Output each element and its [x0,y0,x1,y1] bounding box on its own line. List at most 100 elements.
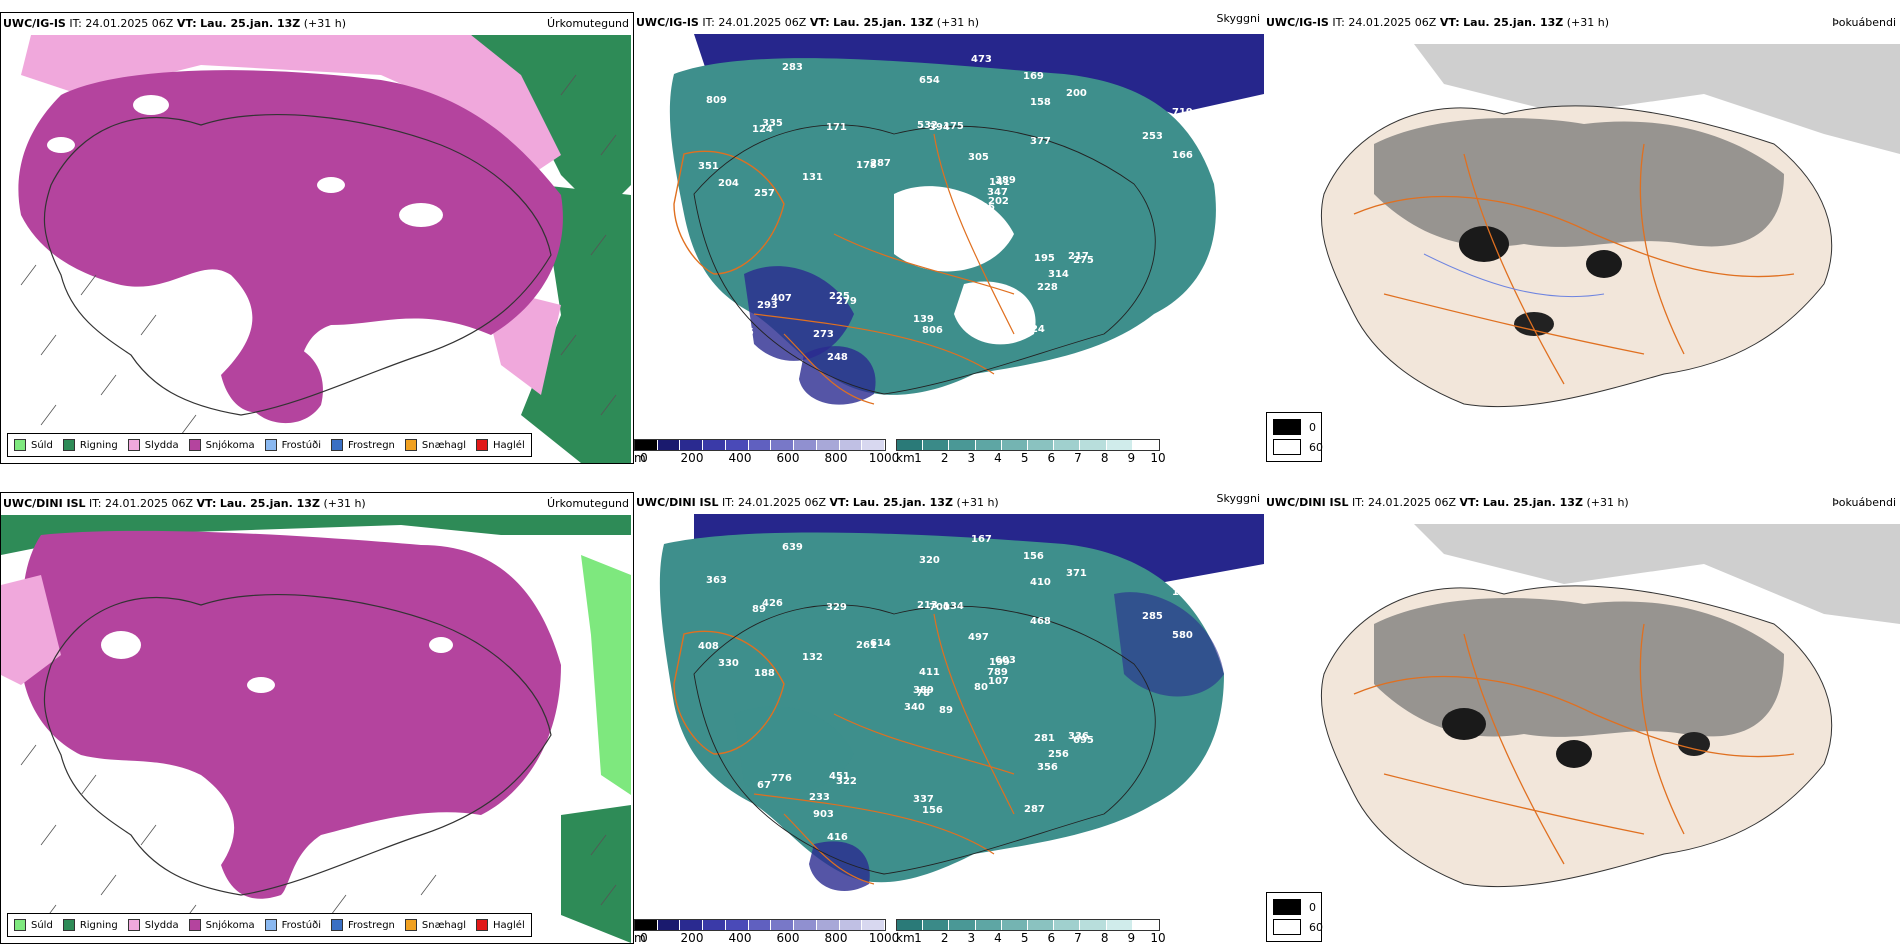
cloud-base-value-label: 426 [762,598,783,609]
cloud-base-value-label: 789 [987,667,1008,678]
scale-tick-label: 5 [1020,931,1029,942]
cloud-base-value-label: 580 [1172,630,1193,641]
cloud-base-value-label: 89 [939,705,953,716]
lead-time: (+31 h) [956,496,999,509]
scale-segment [680,440,704,450]
cloud-base-value-label: 156 [922,805,943,816]
legend-label: Frostúði [281,439,321,451]
scale-tick-label: 10 [1150,931,1166,942]
cloud-base-value-label: 363 [779,841,800,852]
model-name: UWC/IG-IS [636,16,699,29]
scale-tick-label: 3 [967,931,976,942]
legend-swatch [331,439,343,451]
cloud-base-value-label: 335 [739,363,760,374]
cloud-base-value-label: 78 [916,688,930,699]
cloud-base-value-label: 137 [1123,356,1144,367]
scale-segment [862,920,886,930]
cloud-base-panel-row2: UWC/DINI ISL IT: 24.01.2025 06Z VT: Lau.… [634,492,1264,942]
scale-segment [839,920,863,930]
cloud-base-value-label: 158 [1030,97,1051,108]
panel-type-title: Úrkomutegund [547,497,629,510]
cloud-base-value-label: 225 [829,291,850,302]
cloud-base-value-label: 700 [929,602,950,613]
legend-swatch [14,919,26,931]
scale-segment [975,440,1002,450]
scale-segment [703,920,726,930]
scale-segment [975,920,1002,930]
precip-legend: Súld Rigning Slydda Snjókoma Frostúði Frostre… [7,433,532,457]
panel-header: UWC/DINI ISL IT: 24.01.2025 06Z VT: Lau.… [636,494,1260,512]
cloud-base-value-label: 202 [988,196,1009,207]
cloud-base-value-label: 330 [718,658,739,669]
panel-type-title: Þokuábendi [1832,16,1896,29]
legend-label: Frostregn [348,439,395,451]
cloud-base-value-label: 314 [1048,269,1069,280]
scale-segment [897,440,924,450]
legend-swatch [476,919,489,931]
cloud-base-value-label: 343 [1164,356,1185,367]
cloud-map-svg: 82 124 81 165 141 279 169 175 158 336 283 343 257 719… [634,34,1264,434]
scale-tick-label: 800 [824,451,848,462]
cloud-base-value-label: 371 [913,205,934,216]
cloud-base-value-label: 571 [734,822,755,833]
legend-label: Súld [31,919,53,931]
model-name: UWC/DINI ISL [636,496,719,509]
cloud-base-map: 89 89 78 94 199 322 156 134 410 80 639 908 188 184 340… [634,514,1264,914]
fog-map [1264,34,1900,462]
it-label: IT: [1332,16,1345,29]
cloud-base-value-label: 200 [1066,88,1087,99]
lead-time: (+31 h) [936,16,980,29]
legend-item: Rigning [62,919,118,931]
cloud-base-map: 82 124 81 165 141 279 169 175 158 336 283 343 257 719… [634,34,1264,434]
cloud-base-value-label: 394 [929,122,950,133]
precip-type-panel-row1: UWC/IG-IS IT: 24.01.2025 06Z VT: Lau. 25… [0,12,634,464]
panel-header: UWC/DINI ISL IT: 24.01.2025 06Z VT: Lau.… [1266,494,1896,512]
it-label: IT: [702,16,715,29]
scale-segment [771,920,795,930]
cloud-base-value-label: 279 [836,296,857,307]
cloud-base-value-label: 175 [943,121,964,132]
legend-item: Snæhagl [404,439,466,451]
cloud-base-value-label: 497 [968,632,989,643]
scale-tick-label: 400 [728,931,752,942]
legend-swatch [476,439,489,451]
cloud-base-value-label: 94 [733,807,747,818]
scale-tick-label: 7 [1074,931,1082,942]
fog-legend-swatch [1273,439,1301,455]
scale-tick-label: 1 [914,931,922,942]
scale-tick-label: 0 [640,451,648,462]
vt-label: VT: [1439,16,1460,29]
cloud-base-value-label: 283 [782,62,803,73]
scale-unit: km [896,451,915,462]
scale-segment [794,440,817,450]
cloud-base-value-label: 324 [1024,324,1045,335]
scale-segment [657,920,681,930]
cloud-base-value-label: 139 [913,314,934,325]
legend-item: Frostúði [264,919,321,931]
cloud-base-value-label: 171 [826,122,847,133]
cloud-base-value-label: 195 [1034,253,1055,264]
legend-swatch [62,919,75,931]
lead-time: (+31 h) [1586,496,1629,509]
scale-segment [949,440,976,450]
it-value: 24.01.2025 06Z [105,497,194,510]
scale-tick-label: 4 [994,451,1002,462]
cloud-base-value-label: 256 [1048,749,1069,760]
scale-tick-label: 400 [728,451,752,462]
cloud-base-panel-row1: UWC/IG-IS IT: 24.01.2025 06Z VT: Lau. 25… [634,12,1264,462]
scale-tick-label: 1 [914,451,922,462]
scale-segment [1080,920,1107,930]
scale-segment [748,440,772,450]
cloud-base-value-label: 132 [802,652,823,663]
legend-label: Snjókoma [205,919,255,931]
scale-segment [1106,920,1133,930]
scale-segment [725,920,749,930]
cloud-base-value-label: 603 [995,655,1016,666]
scale-unit: m [634,451,646,462]
legend-label: Snjókoma [205,439,255,451]
fog-index-panel-row1: UWC/IG-IS IT: 24.01.2025 06Z VT: Lau. 25… [1264,12,1900,462]
cloud-base-value-label: 908 [1164,836,1185,847]
fog-index-legend-row2: 0 60 [1266,892,1323,942]
scale-segment [816,440,840,450]
vt-label: VT: [176,17,197,30]
